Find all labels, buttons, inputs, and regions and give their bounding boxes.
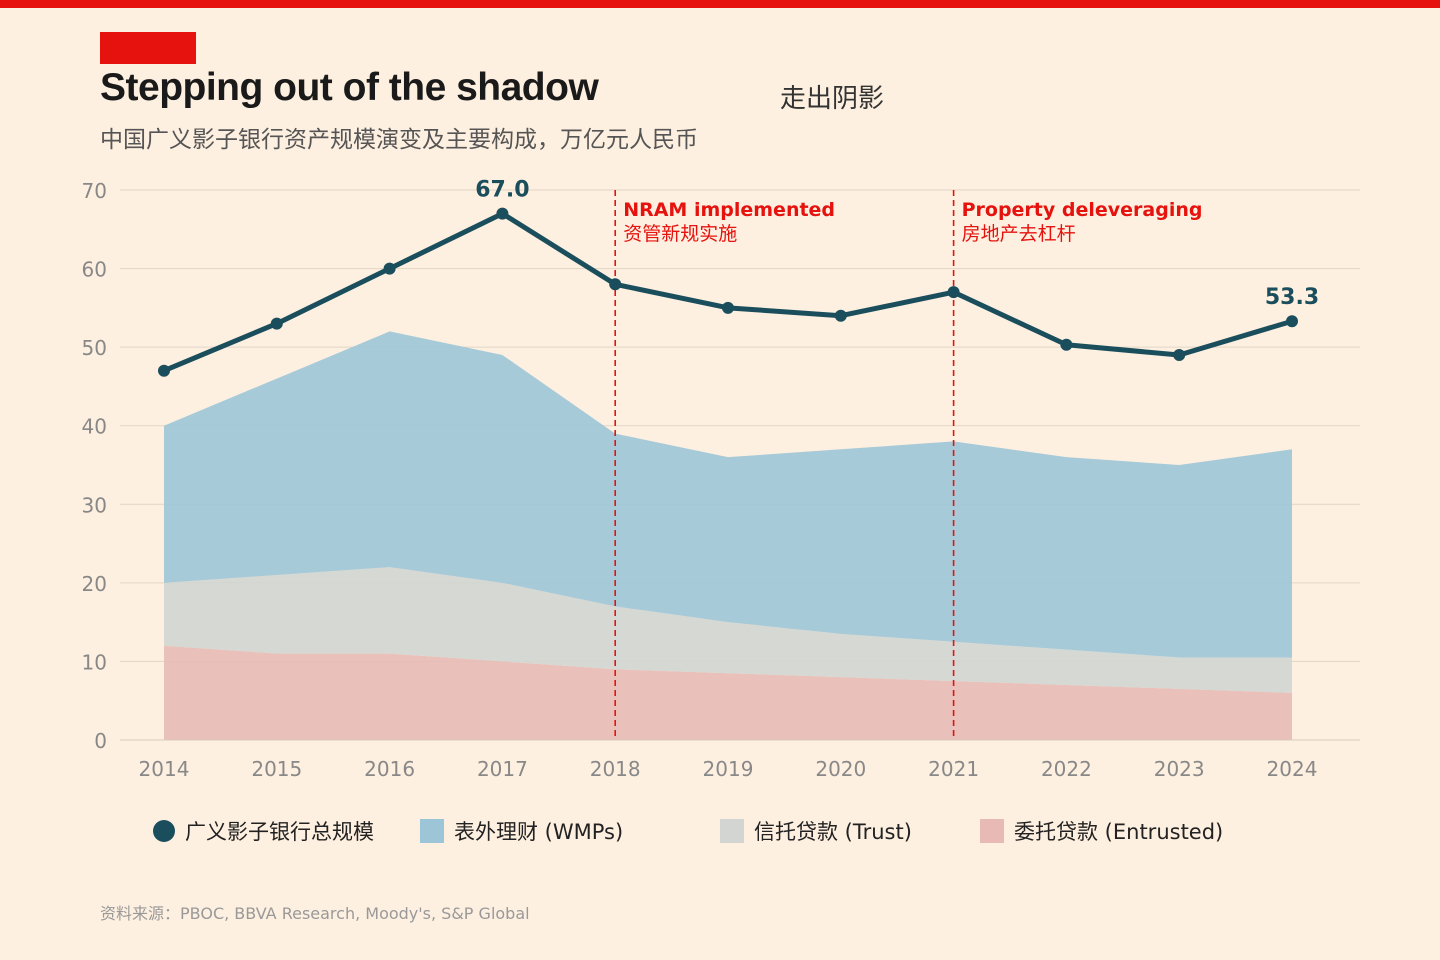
chart-title: Stepping out of the shadow — [100, 66, 599, 109]
x-tick-label: 2016 — [364, 757, 415, 781]
total-point — [1060, 338, 1073, 351]
x-tick-label: 2018 — [590, 757, 641, 781]
x-tick-label: 2017 — [477, 757, 528, 781]
y-tick-label: 30 — [82, 493, 107, 517]
legend: 广义影子银行总规模 表外理财 (WMPs) 信托贷款 (Trust) 委托贷款 … — [0, 816, 1440, 850]
legend-swatch-icon — [980, 819, 1004, 843]
total-point — [1173, 349, 1186, 361]
total-point — [834, 309, 847, 322]
total-point — [947, 286, 960, 299]
x-tick-label: 2019 — [703, 757, 754, 781]
legend-dot-icon — [153, 820, 175, 842]
legend-swatch-icon — [720, 819, 744, 843]
legend-item-wmp: 表外理财 (WMPs) — [420, 816, 623, 846]
brand-tag — [100, 32, 196, 64]
legend-item-trust: 信托贷款 (Trust) — [720, 816, 912, 846]
annotation-label-cn: 资管新规实施 — [623, 223, 737, 245]
total-point — [496, 207, 509, 220]
x-tick-label: 2014 — [139, 757, 190, 781]
annotation-label-en: Property deleveraging — [962, 199, 1203, 221]
chart-subtitle: 中国广义影子银行资产规模演变及主要构成，万亿元人民币 — [100, 127, 698, 153]
legend-label: 委托贷款 (Entrusted) — [1014, 820, 1224, 844]
y-tick-label: 20 — [82, 572, 107, 596]
total-point — [609, 278, 622, 291]
area-entrusted — [164, 645, 1292, 740]
data-label: 53.3 — [1265, 285, 1319, 310]
x-tick-label: 2023 — [1154, 757, 1205, 781]
area-wmp — [164, 331, 1292, 658]
legend-label: 信托贷款 (Trust) — [754, 820, 912, 844]
legend-swatch-icon — [420, 819, 444, 843]
annotation-label-en: NRAM implemented — [623, 199, 835, 221]
annotation-label-cn: 房地产去杠杆 — [962, 223, 1076, 245]
area-trust — [164, 567, 1292, 693]
x-tick-label: 2022 — [1041, 757, 1092, 781]
total-point — [383, 262, 396, 275]
y-tick-label: 50 — [82, 336, 107, 360]
x-tick-label: 2015 — [251, 757, 302, 781]
total-point — [1286, 315, 1298, 328]
data-label: 67.0 — [475, 178, 529, 203]
top-accent-bar — [0, 0, 1440, 8]
y-tick-label: 10 — [82, 650, 107, 674]
total-point — [158, 364, 170, 377]
source-note: 资料来源：PBOC, BBVA Research, Moody's, S&P G… — [100, 904, 530, 923]
total-point — [722, 301, 734, 314]
y-tick-label: 70 — [82, 179, 107, 203]
x-tick-label: 2020 — [815, 757, 866, 781]
legend-item-total: 广义影子银行总规模 — [153, 816, 374, 846]
x-tick-label: 2024 — [1267, 757, 1318, 781]
total-point — [270, 317, 283, 330]
y-tick-label: 60 — [82, 258, 107, 282]
chart-title-cn: 走出阴影 — [780, 84, 885, 114]
y-tick-label: 40 — [82, 415, 107, 439]
x-tick-label: 2021 — [928, 757, 979, 781]
legend-label: 广义影子银行总规模 — [185, 820, 374, 844]
legend-item-entrusted: 委托贷款 (Entrusted) — [980, 816, 1223, 846]
y-tick-label: 0 — [94, 729, 107, 753]
legend-label: 表外理财 (WMPs) — [454, 820, 624, 844]
